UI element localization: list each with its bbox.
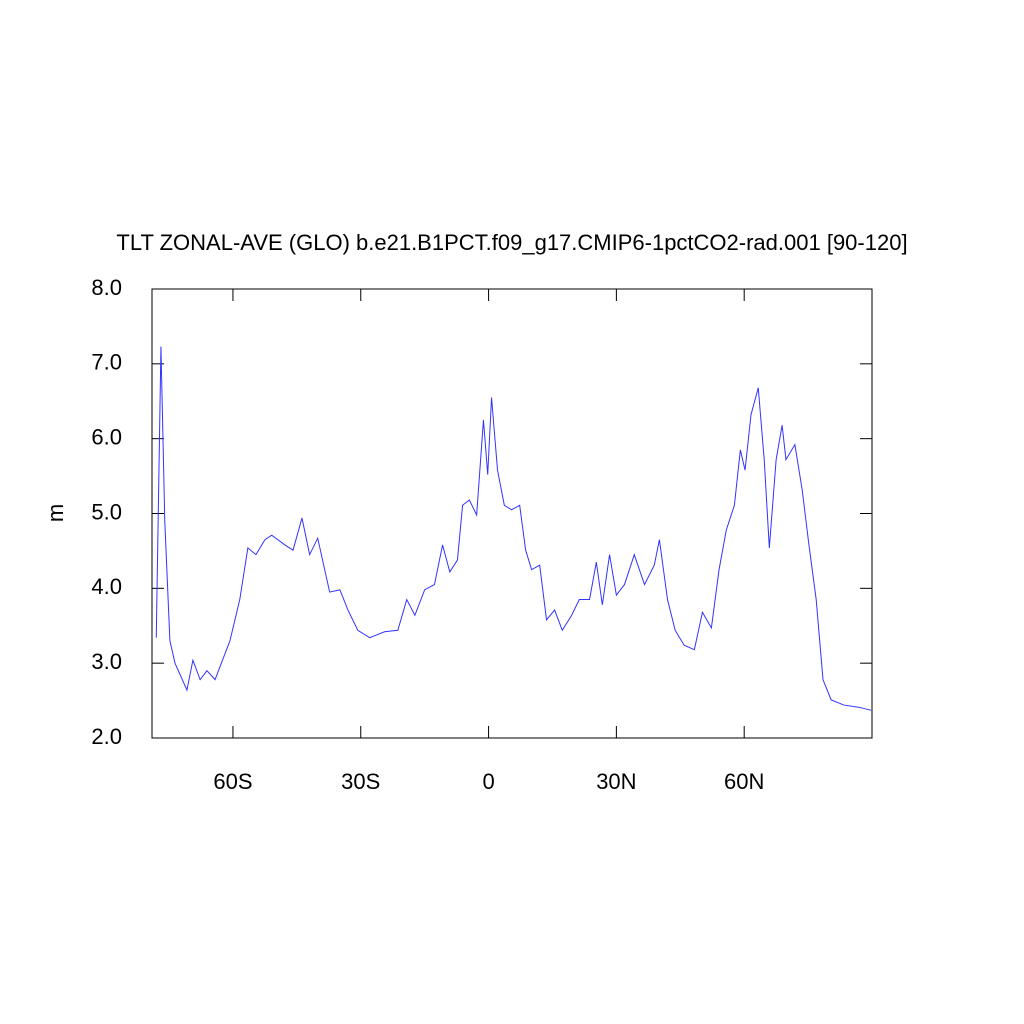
y-tick-label: 5.0 [91, 499, 122, 524]
y-tick-label: 2.0 [91, 724, 122, 749]
plot-frame [151, 288, 873, 739]
y-tick-label: 7.0 [91, 350, 122, 375]
x-tick-label: 30N [596, 769, 636, 794]
y-axis-label: m [43, 504, 68, 522]
x-tick-label: 60N [724, 769, 764, 794]
data-line [155, 346, 872, 711]
x-tick-label: 0 [482, 769, 494, 794]
y-tick-label: 6.0 [91, 424, 122, 449]
y-tick-label: 4.0 [91, 574, 122, 599]
y-tick-label: 3.0 [91, 649, 122, 674]
x-tick-label: 30S [341, 769, 380, 794]
x-tick-label: 60S [213, 769, 252, 794]
chart-title: TLT ZONAL-AVE (GLO) b.e21.B1PCT.f09_g17.… [116, 230, 907, 255]
y-tick-label: 8.0 [91, 275, 122, 300]
